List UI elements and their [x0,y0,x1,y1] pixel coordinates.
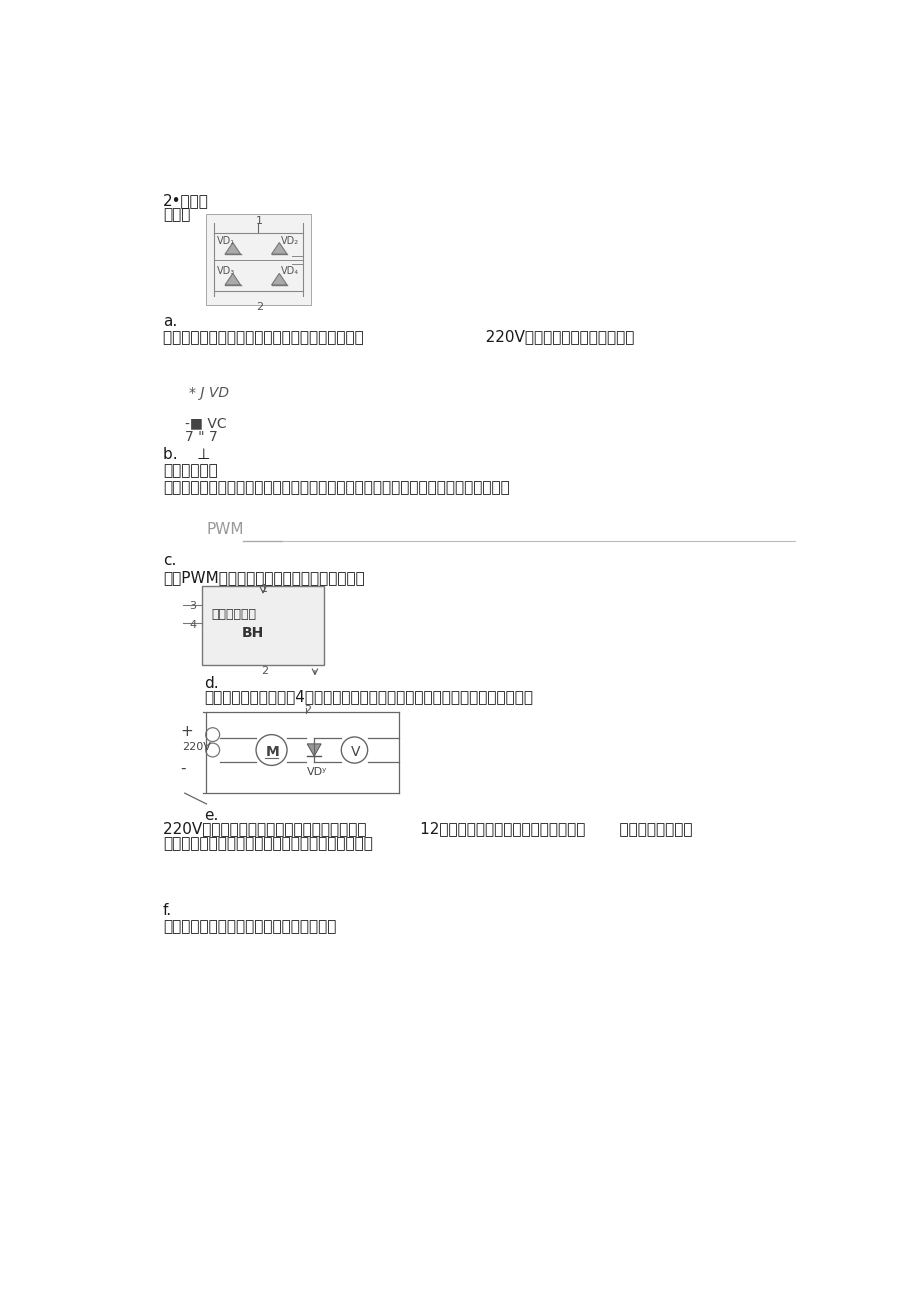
Text: 2•电路结: 2•电路结 [163,193,209,208]
Text: VD₄: VD₄ [280,267,299,276]
Text: 电容滤波电路: 电容滤波电路 [163,463,218,478]
Text: 到放电的作用，线路中电压表测量电枢绕组两端电压: 到放电的作用，线路中电压表测量电枢绕组两端电压 [163,837,372,851]
Text: -■ VC: -■ VC [185,416,226,430]
Text: 2: 2 [304,705,311,715]
Bar [201,586,323,665]
Text: * J VD: * J VD [189,386,229,400]
Text: -: - [180,761,186,775]
Text: 1: 1 [260,585,267,594]
Text: VD₁: VD₁ [217,236,235,246]
Text: b.    ⊥: b. ⊥ [163,447,210,463]
Text: d.: d. [204,676,219,691]
Text: VD₃: VD₃ [217,267,235,276]
Text: e.: e. [204,808,219,822]
Polygon shape [307,744,321,756]
Text: PWM: PWM [206,523,244,537]
Polygon shape [271,242,287,254]
Text: 过流保护电路: 过流保护电路 [210,607,255,620]
Text: 3: 3 [189,602,196,611]
Text: a.: a. [163,314,177,330]
Text: 1: 1 [255,216,263,225]
Text: 220V为他励电动机励磁电压，提供励磁电流。           12之间的二极管为快速二极管，在于关       肟器件短路期间起: 220V为他励电动机励磁电压，提供励磁电流。 12之间的二极管为快速二极管，在于… [163,821,692,835]
Text: 四个二极管实现线路整流，将接在零线和母线上的                         220V交流电压转换为直流电压。: 四个二极管实现线路整流，将接在零线和母线上的 220V交流电压转换为直流电压。 [163,328,634,344]
Text: f.: f. [163,903,172,919]
Polygon shape [225,242,240,254]
Text: 电流表放在主回路中主要起保护和监视作用: 电流表放在主回路中主要起保护和监视作用 [163,919,336,934]
Text: BH: BH [242,625,264,640]
Text: c.: c. [163,552,176,568]
Text: M: M [266,745,279,760]
Text: VDʸ: VDʸ [306,767,326,777]
Text: 220V: 220V [181,743,210,752]
Text: 2: 2 [255,302,263,311]
Text: 产生PWM波，提供占空比不同的门极触发信号: 产生PWM波，提供占空比不同的门极触发信号 [163,569,365,585]
Text: 构分析: 构分析 [163,207,190,223]
Text: 7 " 7: 7 " 7 [185,430,217,444]
Text: VD₂: VD₂ [280,236,299,246]
Text: +: + [180,724,193,739]
Bar [206,214,311,305]
Text: 4: 4 [189,620,197,629]
Text: V: V [350,745,359,760]
Text: 由四个二极管整流得到的直流电压为脉动直流，通过电容滤波电路可以使直流更加平稳: 由四个二极管整流得到的直流电压为脉动直流，通过电容滤波电路可以使直流更加平稳 [163,480,509,495]
Polygon shape [271,274,287,285]
Text: 过流保护电路，一共有4个接头，分别用在触发电路和主电路中，起限流保护作用: 过流保护电路，一共有4个接头，分别用在触发电路和主电路中，起限流保护作用 [204,689,532,704]
Polygon shape [225,274,240,285]
Text: 2: 2 [260,666,267,676]
